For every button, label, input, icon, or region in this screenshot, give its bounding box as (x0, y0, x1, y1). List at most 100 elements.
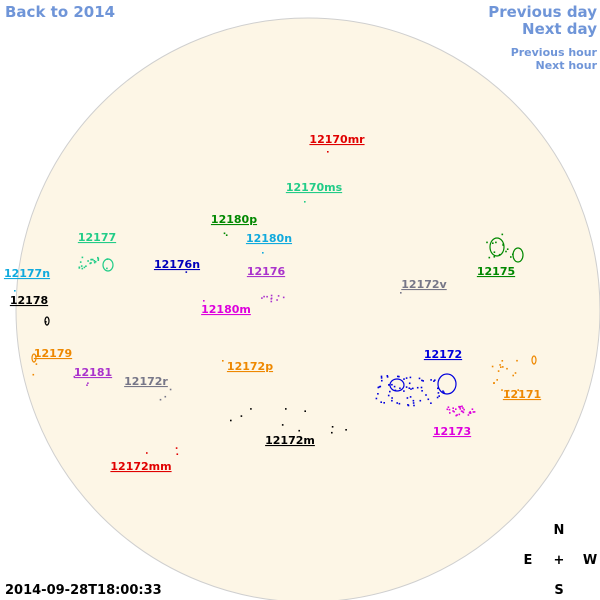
sunspot (459, 405, 462, 408)
sunspot (159, 398, 162, 401)
sunspot (331, 426, 334, 428)
sunspot (86, 384, 88, 386)
sunspot (419, 399, 422, 402)
sunspot (434, 379, 436, 381)
region-label: 12177n (4, 267, 50, 280)
sunspot (78, 267, 81, 269)
sunspot (327, 151, 329, 153)
sunspot (502, 366, 504, 368)
sunspot (377, 386, 380, 389)
sunspot (375, 397, 378, 400)
sunspot (380, 401, 382, 403)
sunspot (87, 382, 89, 384)
sunspot (398, 402, 401, 405)
sunspot (488, 256, 491, 259)
region-label: 12173 (433, 425, 471, 438)
sunspot (32, 373, 35, 376)
region-label: 12177 (78, 231, 116, 244)
previous-hour-link[interactable]: Previous hour (511, 46, 598, 59)
sunspot (93, 261, 96, 264)
sunspot (380, 377, 383, 379)
sunspot (87, 260, 89, 262)
sunspot (379, 385, 382, 388)
sunspot (447, 406, 450, 408)
sunspot (386, 375, 389, 377)
sunspot (471, 408, 474, 410)
region-label: 12180m (201, 303, 251, 316)
sunspot (406, 397, 409, 399)
sunspot (502, 244, 504, 246)
next-hour-link[interactable]: Next hour (536, 59, 598, 72)
sunspot (510, 256, 512, 258)
sunspot (79, 261, 82, 263)
sunspot (403, 390, 405, 392)
sunspot (106, 267, 108, 270)
sunspot (92, 258, 94, 261)
sunspot (73, 375, 76, 378)
previous-day-link[interactable]: Previous day (488, 3, 597, 21)
sunspot (383, 402, 385, 404)
sunspot (416, 386, 419, 389)
back-link[interactable]: Back to 2014 (5, 3, 115, 21)
sunspot (380, 375, 383, 378)
next-day-link[interactable]: Next day (522, 20, 597, 38)
sunspot (505, 250, 507, 253)
solar-disk (15, 17, 600, 600)
sunspot (298, 429, 300, 432)
sunspot (94, 260, 97, 263)
compass-east: E (524, 553, 533, 568)
compass-north: N (554, 523, 565, 538)
sunspot (412, 387, 414, 390)
sunspot (378, 386, 381, 388)
sunspot (282, 296, 285, 299)
sunspot (270, 294, 273, 297)
sunspot-outline (389, 378, 405, 392)
sunspot (499, 364, 501, 366)
sunspot (391, 383, 393, 386)
sunspot (462, 411, 465, 414)
region-label: 12172m (265, 434, 315, 447)
sunspot (486, 241, 488, 244)
compass-west: W (583, 553, 597, 568)
region-label: 12181 (74, 366, 112, 379)
timestamp: 2014-09-28T18:00:33 (5, 583, 162, 598)
sunspot (408, 382, 411, 385)
sunspot-outline (531, 355, 537, 365)
sunspot (437, 387, 439, 390)
sunspot (409, 376, 412, 379)
sunspot (433, 380, 435, 382)
sunspot (506, 248, 509, 250)
region-label: 12170mr (309, 133, 365, 146)
sunspot (80, 265, 83, 267)
sunspot (389, 390, 391, 393)
sunspot (407, 404, 410, 407)
sunspot (448, 408, 451, 411)
sunspot (500, 366, 502, 368)
sunspot (473, 411, 476, 413)
sunspot (250, 408, 252, 410)
sunspot (97, 259, 100, 261)
sunspot (85, 265, 87, 267)
sunspot (97, 257, 100, 260)
sunspot (413, 404, 415, 407)
sunspot (468, 412, 471, 414)
region-label: 12176n (154, 258, 200, 271)
sunspot (285, 408, 287, 410)
sunspot (93, 260, 96, 262)
sunspot (514, 372, 517, 374)
sunspot (263, 295, 265, 298)
region-label: 12180n (246, 232, 292, 245)
sunspot (397, 375, 399, 378)
sunspot (458, 413, 461, 416)
sunspot (270, 297, 273, 300)
sunspot-outline (437, 373, 457, 395)
sunspot (455, 414, 457, 417)
sunspot (492, 242, 494, 244)
sunspot (449, 412, 451, 414)
sunspot (403, 378, 405, 380)
sunspot (501, 389, 503, 391)
sunspot (467, 414, 470, 416)
sunspot (81, 267, 84, 270)
sunspot (391, 399, 393, 402)
